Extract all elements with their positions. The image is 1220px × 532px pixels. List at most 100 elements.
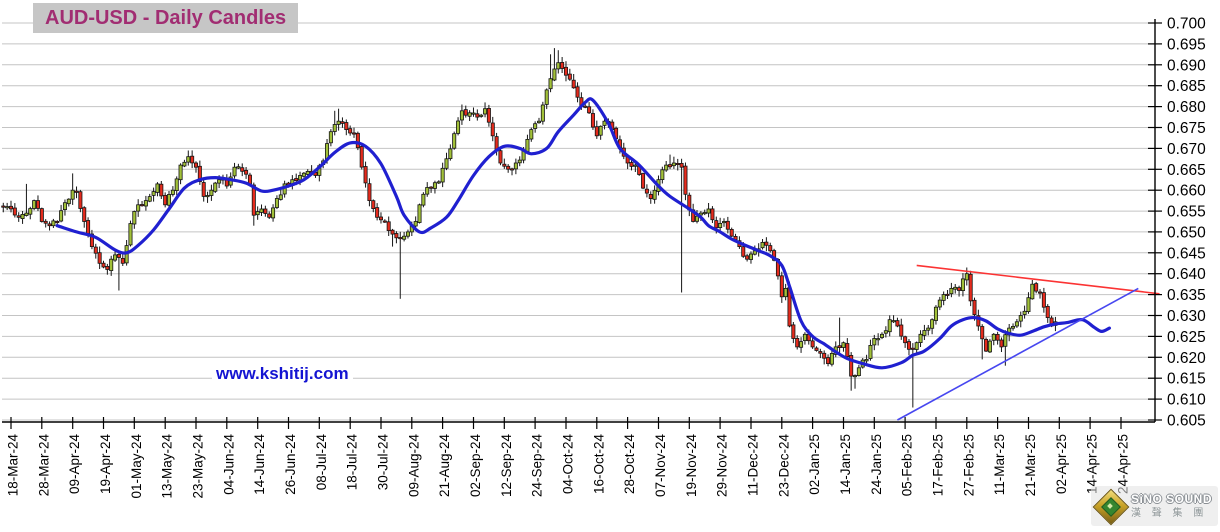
candle-body: [62, 202, 67, 210]
candle-body: [336, 120, 341, 125]
candle-body: [937, 299, 942, 308]
candle-body: [5, 206, 10, 209]
candle-body: [463, 109, 468, 116]
candle-body: [583, 105, 588, 108]
candle-body: [263, 208, 268, 214]
candle-body: [132, 211, 137, 225]
candle-body: [340, 121, 345, 124]
ma-line: [55, 97, 1111, 370]
candle-body: [436, 181, 441, 184]
candle-body: [849, 354, 854, 377]
candle-body: [163, 194, 168, 206]
candle-body: [32, 200, 37, 209]
candle-body: [980, 326, 985, 340]
candle-body: [760, 241, 765, 249]
candle-body: [552, 68, 557, 81]
candle-body: [930, 319, 935, 329]
candle-body: [390, 229, 395, 235]
candle-body: [432, 182, 437, 189]
candle-body: [490, 122, 495, 137]
candle-body: [845, 343, 850, 358]
y-axis-label: 0.685: [1167, 78, 1206, 95]
candle-body: [39, 208, 44, 222]
x-axis-label: 18-Jul-24: [345, 434, 360, 491]
candle-body: [355, 132, 360, 149]
y-axis-label: 0.665: [1167, 162, 1206, 179]
candle-body: [926, 327, 931, 331]
candle-body: [140, 204, 145, 207]
y-axis-label: 0.615: [1167, 371, 1206, 388]
candle-body: [718, 222, 723, 228]
candle-body: [999, 339, 1004, 348]
candle-body: [571, 79, 576, 89]
axis-labels: 0.700 0.695 0.690 0.685 0.680 0.675 0.670 0.665…: [6, 16, 1207, 499]
candle-body: [328, 131, 333, 144]
candle-body: [120, 257, 125, 264]
candle-body: [906, 341, 911, 350]
candle-body: [502, 163, 507, 167]
candle-body: [475, 113, 480, 118]
candle-body: [155, 183, 160, 193]
x-axis-label: 02-Apr-25: [1054, 434, 1069, 494]
candle-body: [887, 319, 892, 333]
candle-body: [128, 223, 133, 246]
y-axis-label: 0.680: [1167, 99, 1206, 116]
candle-body: [444, 158, 449, 169]
candle-body: [633, 164, 638, 167]
candle-body: [826, 357, 831, 365]
candle-body: [660, 169, 665, 181]
candle-body: [459, 110, 464, 121]
candle-body: [745, 255, 750, 260]
trendline-descending-resistance: [916, 264, 1160, 295]
y-axis-label: 0.605: [1167, 413, 1206, 430]
candle-body: [8, 205, 13, 210]
candle-body: [74, 190, 79, 193]
candle-body: [822, 352, 827, 359]
candle-body: [82, 207, 87, 222]
candle-body: [421, 193, 426, 206]
candle-body: [59, 210, 64, 222]
candle-body: [43, 220, 48, 224]
candle-body: [417, 204, 422, 223]
candle-body: [972, 299, 977, 315]
candle-body: [394, 233, 399, 239]
trendlines: [897, 264, 1160, 421]
candle-body: [1034, 283, 1039, 292]
candle-body: [1038, 291, 1043, 294]
y-axis-label: 0.700: [1167, 16, 1206, 33]
candle-body: [305, 170, 310, 175]
candle-body: [47, 223, 52, 227]
candle-body: [837, 345, 842, 349]
candle-body: [671, 162, 676, 167]
candle-body: [984, 338, 989, 352]
candle-body: [109, 258, 114, 272]
candle-body: [768, 245, 773, 252]
candle-body: [363, 166, 368, 184]
x-axis-label: 23-May-24: [191, 434, 206, 499]
candle-body: [949, 287, 954, 295]
candle-body: [641, 173, 646, 189]
candle-body: [598, 125, 603, 136]
gridlines: [2, 22, 1155, 421]
candle-body: [278, 194, 283, 200]
candle-body: [429, 186, 434, 189]
candle-body: [217, 179, 222, 184]
candle-body: [367, 183, 372, 201]
x-axis-label: 24-Jan-25: [869, 434, 884, 495]
x-axis-label: 05-Feb-25: [900, 434, 915, 496]
candle-body: [721, 221, 726, 224]
candle-body: [174, 178, 179, 191]
candle-body: [872, 338, 877, 346]
candle-body: [486, 108, 491, 123]
candle-body: [864, 358, 869, 362]
candle-body: [66, 198, 71, 205]
candle-body: [456, 120, 461, 134]
candle-body: [725, 220, 730, 230]
candle-body: [197, 165, 202, 183]
candle-body: [1022, 310, 1027, 315]
logo-text: SiNO SOUND 漢 聲 集 團: [1131, 493, 1212, 519]
candle-body: [375, 207, 380, 218]
candle-body: [548, 78, 553, 90]
x-axis-label: 24-Sep-24: [530, 434, 545, 498]
